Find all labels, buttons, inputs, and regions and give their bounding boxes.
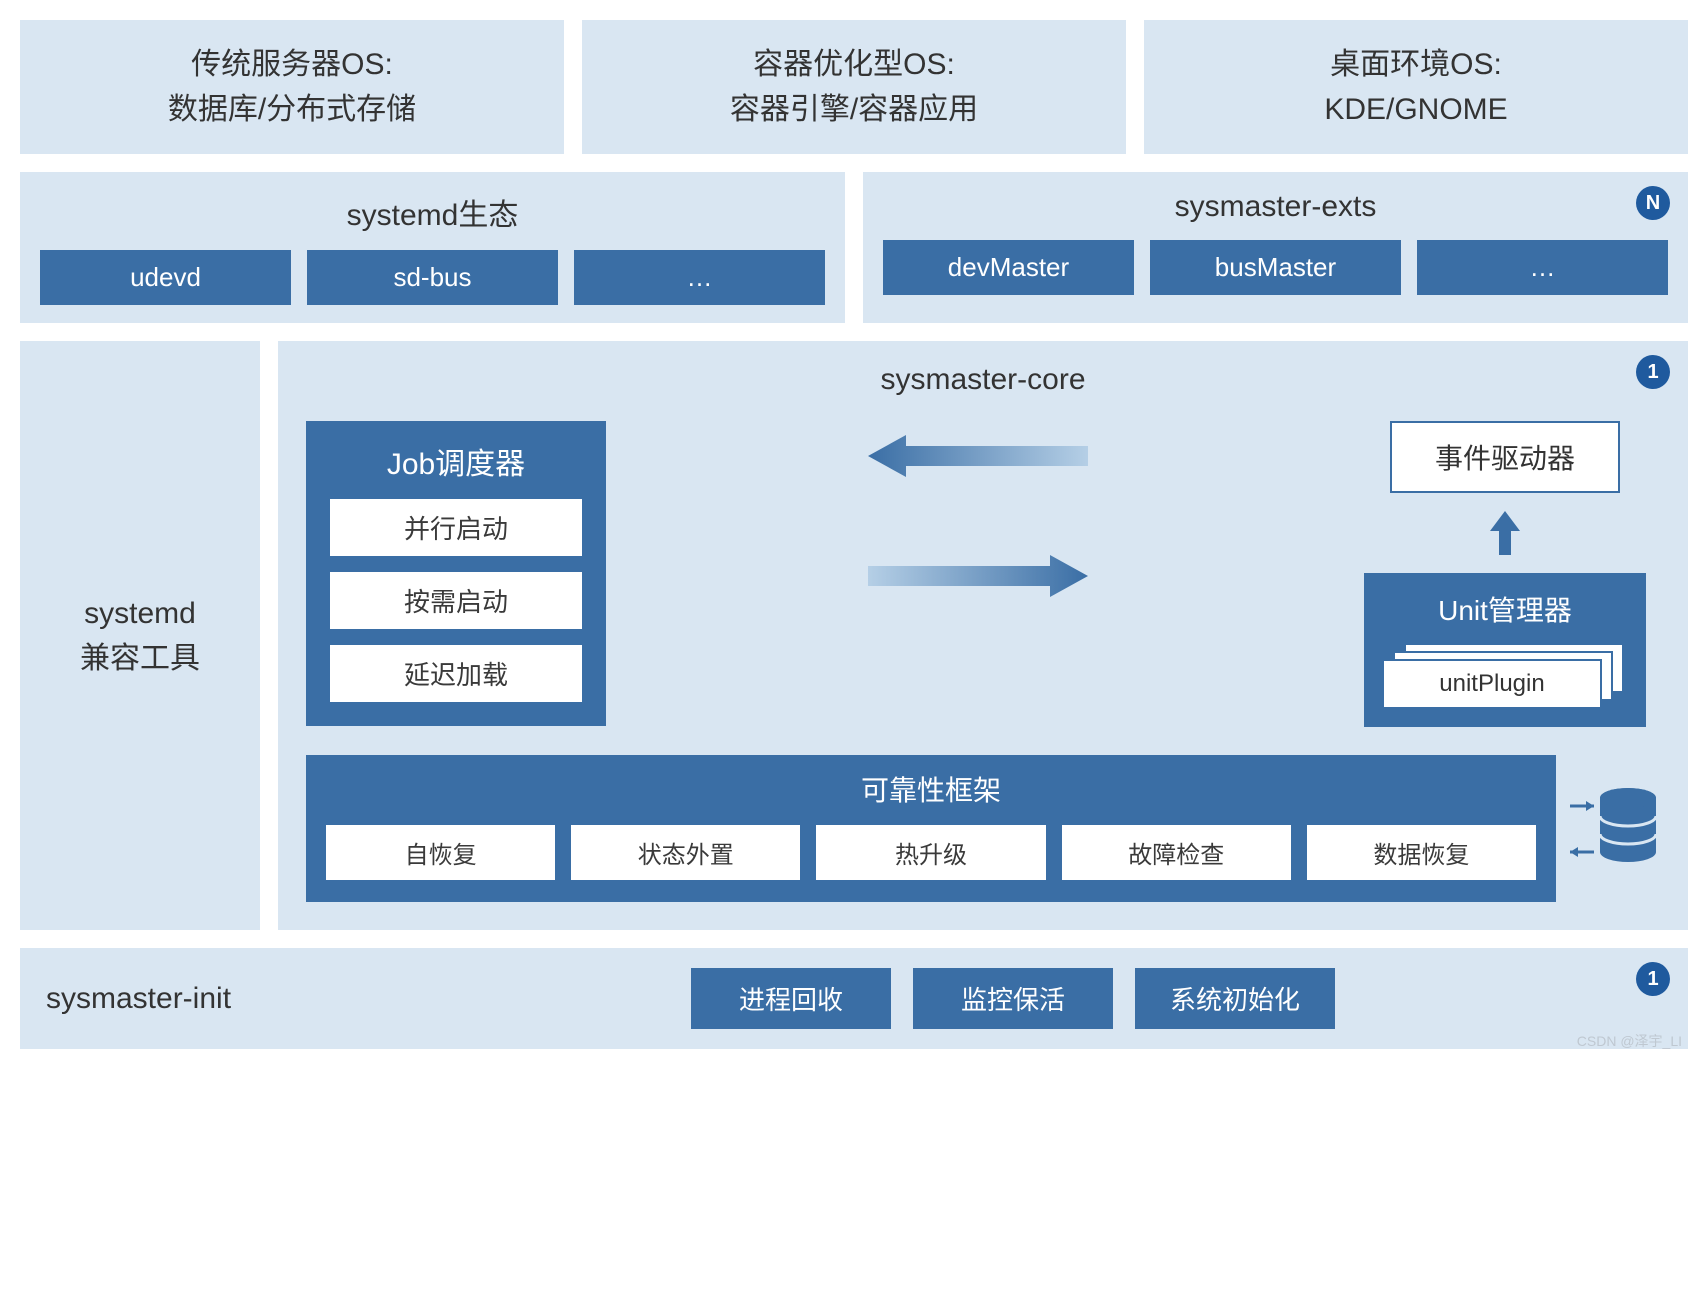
- badge-1: 1: [1636, 355, 1670, 389]
- plugin-stack: unitPlugin: [1382, 643, 1628, 707]
- watermark: CSDN @泽宇_LI: [1577, 1031, 1682, 1051]
- systemd-eco-box: systemd生态 udevd sd-bus …: [20, 172, 845, 323]
- job-item-parallel: 并行启动: [328, 497, 584, 558]
- top-os-row: 传统服务器OS: 数据库/分布式存储 容器优化型OS: 容器引擎/容器应用 桌面…: [20, 20, 1688, 154]
- init-item-reap: 进程回收: [691, 968, 891, 1029]
- plugin-card-front: unitPlugin: [1382, 659, 1602, 709]
- job-items: 并行启动 按需启动 延迟加载: [328, 497, 584, 704]
- sysmaster-core-box: 1 sysmaster-core Job调度器 并行启动 按需启动 延迟加载: [278, 341, 1688, 930]
- os-box-container: 容器优化型OS: 容器引擎/容器应用: [582, 20, 1126, 154]
- unit-manager-box: Unit管理器 unitPlugin: [1364, 573, 1646, 727]
- badge-1: 1: [1636, 962, 1670, 996]
- os-title: 传统服务器OS:: [30, 42, 554, 87]
- os-sub: 数据库/分布式存储: [30, 87, 554, 132]
- rel-item-state: 状态外置: [569, 823, 802, 882]
- os-sub: 容器引擎/容器应用: [592, 87, 1116, 132]
- eco-row: systemd生态 udevd sd-bus … N sysmaster-ext…: [20, 172, 1688, 323]
- init-items: 进程回收 监控保活 系统初始化: [444, 968, 1582, 1029]
- eco-title: systemd生态: [40, 190, 825, 234]
- init-title: sysmaster-init: [46, 982, 426, 1016]
- core-row: systemd 兼容工具 1 sysmaster-core Job调度器 并行启…: [20, 341, 1688, 930]
- os-title: 桌面环境OS:: [1154, 42, 1678, 87]
- arrow-up-icon: [1490, 511, 1520, 555]
- systemd-compat-box: systemd 兼容工具: [20, 341, 260, 930]
- eco-item-more: …: [1417, 240, 1668, 295]
- job-item-ondemand: 按需启动: [328, 570, 584, 631]
- job-item-lazy: 延迟加载: [328, 643, 584, 704]
- job-title: Job调度器: [328, 439, 584, 483]
- os-box-desktop: 桌面环境OS: KDE/GNOME: [1144, 20, 1688, 154]
- core-title: sysmaster-core: [306, 363, 1660, 397]
- rel-item-hotupgrade: 热升级: [814, 823, 1047, 882]
- eco-item-sdbus: sd-bus: [307, 250, 558, 305]
- os-box-traditional: 传统服务器OS: 数据库/分布式存储: [20, 20, 564, 154]
- eco-title: sysmaster-exts: [883, 190, 1668, 224]
- job-scheduler-box: Job调度器 并行启动 按需启动 延迟加载: [306, 421, 606, 726]
- event-driver-box: 事件驱动器: [1390, 421, 1620, 493]
- core-right-column: 事件驱动器 Unit管理器 unitPlugin: [1350, 421, 1660, 727]
- unit-title: Unit管理器: [1382, 589, 1628, 629]
- reliability-items: 自恢复 状态外置 热升级 故障检查 数据恢复: [324, 823, 1538, 882]
- eco-item-udevd: udevd: [40, 250, 291, 305]
- side-line2: 兼容工具: [80, 636, 200, 681]
- rel-item-datarecover: 数据恢复: [1305, 823, 1538, 882]
- eco-item-devmaster: devMaster: [883, 240, 1134, 295]
- rel-item-recover: 自恢复: [324, 823, 557, 882]
- sysmaster-init-box: 1 sysmaster-init 进程回收 监控保活 系统初始化 CSDN @泽…: [20, 948, 1688, 1049]
- os-sub: KDE/GNOME: [1154, 87, 1678, 132]
- arrow-right-icon: [868, 551, 1088, 601]
- init-item-sysinit: 系统初始化: [1135, 968, 1335, 1029]
- eco-item-more: …: [574, 250, 825, 305]
- badge-n: N: [1636, 186, 1670, 220]
- arrow-column: [626, 421, 1330, 601]
- reliability-wrap: 可靠性框架 自恢复 状态外置 热升级 故障检查 数据恢复: [306, 755, 1660, 902]
- reliability-title: 可靠性框架: [324, 769, 1538, 809]
- eco-items: devMaster busMaster …: [883, 240, 1668, 295]
- reliability-box: 可靠性框架 自恢复 状态外置 热升级 故障检查 数据恢复: [306, 755, 1556, 902]
- core-top-area: Job调度器 并行启动 按需启动 延迟加载: [306, 421, 1660, 727]
- init-item-keepalive: 监控保活: [913, 968, 1113, 1029]
- rel-item-faultcheck: 故障检查: [1060, 823, 1293, 882]
- db-connector: [1570, 782, 1660, 876]
- database-icon: [1570, 782, 1660, 876]
- sysmaster-exts-box: N sysmaster-exts devMaster busMaster …: [863, 172, 1688, 323]
- arrow-left-icon: [868, 431, 1088, 481]
- eco-item-busmaster: busMaster: [1150, 240, 1401, 295]
- eco-items: udevd sd-bus …: [40, 250, 825, 305]
- os-title: 容器优化型OS:: [592, 42, 1116, 87]
- side-line1: systemd: [80, 591, 200, 636]
